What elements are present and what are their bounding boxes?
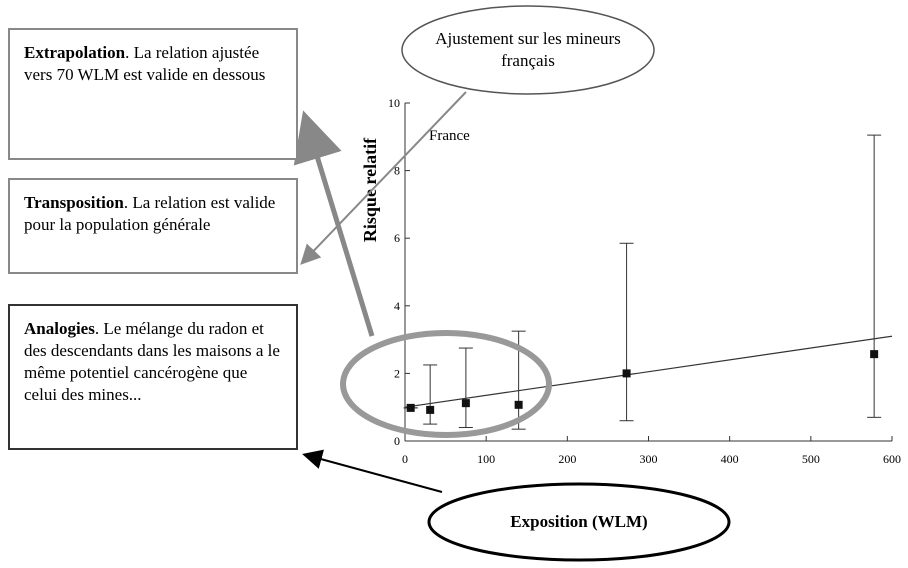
point: [426, 405, 435, 414]
box-text: . La relation est valide pour la populat…: [24, 193, 276, 234]
point: [870, 350, 879, 359]
y-tick-label: 0: [394, 434, 400, 448]
box: Transposition. La relation est valide po…: [8, 178, 298, 274]
box-text: . Le mélange du radon et des descendants…: [24, 319, 280, 404]
point: [514, 400, 523, 409]
x-tick-label: 200: [558, 452, 576, 466]
box-lead: Transposition: [24, 193, 124, 212]
x-tick-label: 300: [640, 452, 658, 466]
arrow-analogies: [302, 449, 443, 493]
y-tick-label: 10: [388, 96, 400, 110]
box-lead: Analogies: [24, 319, 95, 338]
y-tick-label: 6: [394, 231, 400, 245]
x-tick-label: 600: [883, 452, 901, 466]
point: [461, 399, 470, 408]
x-tick-label: 0: [402, 452, 408, 466]
x-tick-label: 400: [721, 452, 739, 466]
box: Extrapolation. La relation ajustée vers …: [8, 28, 298, 160]
y-tick-label: 4: [394, 299, 400, 313]
ellipse-zone: [340, 330, 552, 438]
x-tick-label: 500: [802, 452, 820, 466]
x-tick-label: 100: [477, 452, 495, 466]
box-lead: Extrapolation: [24, 43, 126, 62]
ellipse-label: Ajustement sur les mineurs français: [435, 29, 621, 70]
chart-title: France: [429, 128, 470, 144]
box: Analogies. Le mélange du radon et des de…: [8, 304, 298, 450]
y-tick-label: 2: [394, 366, 400, 380]
arrow-extrapolation: [293, 110, 375, 337]
ellipse-exposure: [427, 482, 731, 562]
ellipse-fit: [401, 5, 655, 95]
ellipse-label: Exposition (WLM): [510, 512, 648, 531]
y-axis-label: Risque relatif: [360, 137, 380, 242]
arrow-transposition: [300, 91, 467, 265]
box-text: . La relation ajustée vers 70 WLM est va…: [24, 43, 266, 84]
point: [406, 403, 415, 412]
y-tick-label: 8: [394, 164, 400, 178]
fit-line: [404, 335, 893, 408]
point: [622, 369, 631, 378]
